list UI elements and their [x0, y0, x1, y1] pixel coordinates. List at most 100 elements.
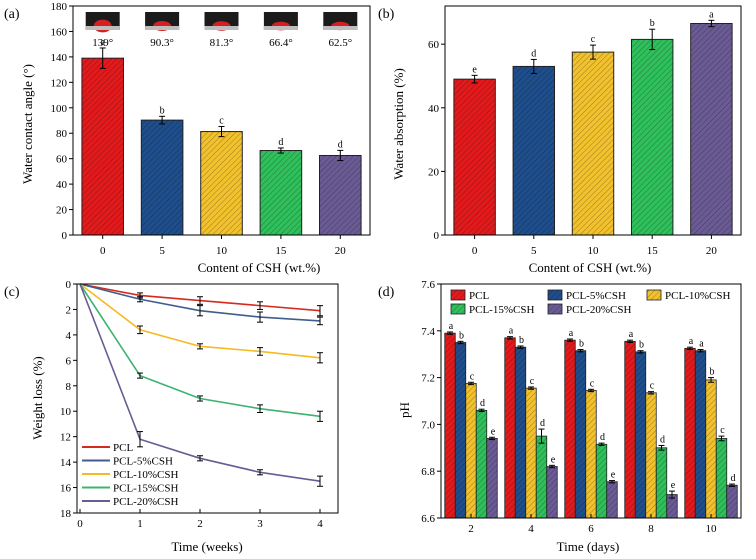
droplet-substrate: [145, 26, 180, 30]
y-tick-label: 100: [51, 103, 68, 115]
y-tick-label: 7.0: [421, 419, 435, 431]
bar-hatch-15: [631, 39, 673, 236]
panel-b-plot: e 0 d 5 c 10 b 15 a 20 0 20 40 60: [428, 5, 742, 257]
bar-hatch: [606, 481, 618, 518]
y-tick-label: 7.4: [421, 326, 435, 338]
legend-label: PCL-15%CSH: [469, 304, 534, 316]
y-tick-label: 8: [66, 381, 72, 393]
significance-letter: b: [519, 335, 524, 346]
bar-hatch-0: [81, 58, 124, 236]
y-tick-label: 6.8: [421, 466, 435, 478]
y-tick-label: 7.2: [421, 373, 435, 385]
y-tick-label: 7.6: [421, 279, 435, 291]
y-tick-label: 0: [434, 230, 440, 242]
legend-label: PCL: [113, 442, 133, 454]
panel-b-ylabel: Water absorption (%): [391, 68, 406, 180]
x-tick-label: 6: [588, 523, 594, 535]
bar-hatch-10: [572, 52, 614, 235]
significance-letter: d: [731, 473, 736, 484]
bar-hatch: [645, 392, 657, 518]
droplet-substrate: [323, 26, 358, 30]
bar-hatch: [624, 341, 636, 518]
y-tick-label: 120: [51, 77, 68, 89]
panel-b-axes-frame: [444, 5, 742, 236]
panel-d-ylabel: pH: [397, 402, 412, 418]
panel-b: (b) e 0 d 5 c 10 b 15 a 20 0 20 40 60 Content of CSH …: [378, 5, 742, 275]
significance-letter: b: [579, 339, 584, 350]
panel-b-label: (b): [378, 7, 395, 22]
panel-a: (a) a 0 139° b 5 90.3° c 10 81.3° d 15 66.4° d 20 62.5…: [4, 1, 371, 275]
x-tick-label: 5: [159, 245, 165, 257]
y-tick-label: 2: [66, 304, 72, 316]
bar-hatch-0: [453, 79, 496, 236]
y-tick-label: 0: [62, 230, 68, 242]
significance-letter: a: [449, 321, 454, 332]
x-tick-label: 10: [706, 523, 718, 535]
significance-letter: d: [480, 398, 485, 409]
significance-letter: a: [709, 9, 714, 20]
panel-a-plot: a 0 139° b 5 90.3° c 10 81.3° d 15 66.4° d 20 62.5° 0 20…: [51, 1, 371, 257]
y-tick-label: 18: [60, 508, 72, 520]
legend-label: PCL-10%CSH: [665, 290, 730, 302]
y-tick-label: 14: [60, 457, 72, 469]
bar-hatch-5: [513, 66, 555, 235]
droplet-substrate: [85, 26, 120, 30]
contact-angle-label: 139°: [92, 37, 113, 49]
x-tick-label: 15: [647, 245, 659, 257]
significance-letter: b: [710, 367, 715, 378]
panel-d-axes-frame: [440, 283, 742, 519]
x-tick-label: 10: [216, 245, 228, 257]
droplet-substrate: [263, 26, 298, 30]
y-tick-label: 12: [60, 432, 71, 444]
x-tick-label: 20: [335, 245, 347, 257]
significance-letter: c: [650, 381, 655, 392]
bar-hatch: [726, 485, 738, 518]
legend-swatch-hatch: [548, 304, 562, 314]
panel-c-axes-frame: [76, 283, 339, 514]
y-tick-label: 160: [51, 26, 68, 38]
y-tick-label: 20: [428, 166, 440, 178]
x-tick-label: 20: [706, 245, 718, 257]
bar-hatch: [504, 337, 516, 518]
x-tick-label: 0: [77, 518, 83, 530]
legend-label: PCL-15%CSH: [113, 483, 178, 495]
y-tick-label: 140: [51, 52, 68, 64]
bar-hatch: [705, 379, 717, 518]
x-tick-label: 2: [468, 523, 474, 535]
y-tick-label: 0: [66, 279, 72, 291]
y-tick-label: 40: [56, 179, 68, 191]
y-tick-label: 4: [66, 330, 72, 342]
significance-letter: d: [540, 418, 545, 429]
significance-letter: e: [472, 64, 477, 75]
y-tick-label: 80: [56, 128, 68, 140]
x-tick-label: 8: [648, 523, 654, 535]
x-tick-label: 4: [317, 518, 323, 530]
panel-a-axes-frame: [72, 5, 371, 236]
bar-hatch: [684, 348, 696, 518]
significance-letter: e: [611, 470, 616, 481]
significance-letter: a: [629, 329, 634, 340]
bar-hatch: [444, 333, 456, 518]
significance-letter: d: [531, 48, 536, 59]
y-tick-label: 60: [56, 154, 68, 166]
legend-label: PCL-10%CSH: [113, 469, 178, 481]
contact-angle-label: 90.3°: [150, 37, 174, 49]
panel-d-xlabel: Time (days): [557, 539, 620, 554]
y-tick-label: 6: [66, 355, 72, 367]
bar-hatch: [546, 466, 558, 518]
x-tick-label: 10: [588, 245, 600, 257]
bar-hatch: [635, 351, 646, 518]
contact-angle-label: 62.5°: [328, 37, 352, 49]
y-tick-label: 16: [60, 483, 72, 495]
bar-hatch: [695, 350, 706, 518]
bar-hatch: [486, 438, 498, 518]
significance-letter: c: [591, 34, 596, 45]
x-tick-label: 3: [257, 518, 263, 530]
panel-d-label: (d): [378, 285, 395, 300]
significance-letter: d: [338, 139, 343, 150]
panel-a-label: (a): [4, 7, 20, 22]
